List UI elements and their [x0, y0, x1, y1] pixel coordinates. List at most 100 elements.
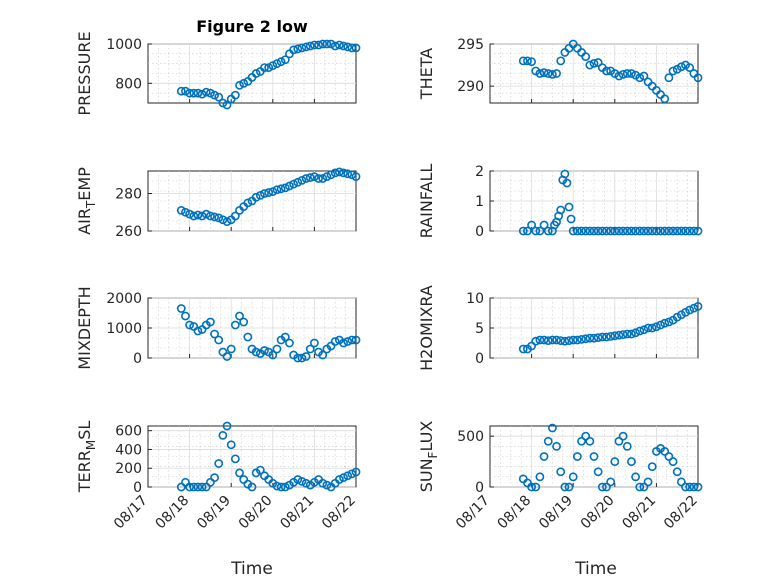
panel-6-data-point: [581, 334, 591, 344]
panel-4-data-point: [577, 226, 586, 236]
panel-3-data-point: [214, 213, 224, 223]
panel-1-data-point: [318, 39, 328, 49]
panel-4-data-point: [672, 226, 682, 236]
panel-8-data-point: [672, 467, 682, 477]
panel-1-data-point: [222, 100, 232, 110]
panel-8-data-point: [556, 467, 566, 477]
panel-4-data-point: [639, 226, 649, 236]
panel-8-data-point: [543, 436, 553, 446]
panel-2: 290 295 THETA: [417, 37, 703, 104]
panel-2-data-point: [639, 71, 649, 81]
panel-1-data-point: [293, 44, 303, 54]
panel-5-data-point: [339, 338, 348, 348]
panel-7-data-point: [322, 480, 332, 490]
panel-2-data-point: [518, 56, 528, 66]
panel-3-data-point: [289, 179, 298, 189]
panel-3-data-point: [189, 211, 199, 221]
panel-7-data-point: [214, 459, 224, 468]
panel-2-data-point: [585, 60, 595, 70]
panel-6-data-point: [647, 323, 657, 333]
panel-8-xtick-label: 08/18: [495, 493, 535, 533]
panel-6-data-point: [652, 322, 661, 332]
panel-5-data-point: [280, 332, 290, 342]
panel-6-data-point: [639, 325, 649, 335]
panel-8-data-point: [668, 457, 678, 466]
panel-7-data-point: [276, 482, 286, 492]
panel-3-data-point: [285, 181, 294, 191]
panel-7-minor-grid: [148, 426, 356, 488]
panel-6-data-point: [627, 329, 636, 339]
panel-5-data-point: [222, 352, 232, 361]
panel-6-data-point: [635, 326, 645, 336]
panel-6-data-point: [560, 336, 570, 346]
panel-7-data-point: [351, 467, 361, 477]
panel-8-data-point: [581, 431, 591, 441]
panel-5-data-point: [318, 350, 328, 360]
panel-8-data-point: [635, 482, 645, 492]
panel-7-data-point: [210, 473, 219, 483]
panel-1-data-point: [210, 90, 219, 100]
panel-6-data-point: [689, 303, 699, 313]
panel-2-data-point: [660, 94, 670, 104]
panel-5-data-point: [301, 352, 311, 361]
panel-7-data-point: [222, 421, 232, 431]
panel-1-data-point: [276, 57, 286, 67]
panel-5-data-point: [351, 335, 361, 345]
panel-7-ytick-label: 600: [115, 424, 142, 440]
panel-8-data-point: [631, 472, 640, 482]
panel-8-data-point: [597, 482, 607, 492]
panel-1-data-point: [197, 89, 207, 99]
panel-3-data-point: [326, 170, 336, 180]
panel-4: 0 1 2 RAINFALL: [417, 164, 703, 240]
panel-6: 0 5 10 H2OMIXRA: [417, 285, 703, 371]
panel-4-data-point: [693, 226, 703, 236]
panel-5-data-point: [185, 320, 194, 330]
panel-1-data-point: [218, 98, 228, 108]
panel-5-data-point: [214, 335, 224, 345]
panel-4-data-point: [566, 214, 576, 224]
panel-6-data-point: [656, 320, 665, 330]
panel-1-data-point: [330, 41, 340, 51]
panel-1-data-point: [343, 42, 353, 52]
panel-3-data-point: [243, 198, 253, 208]
panel-3-data-point: [218, 215, 228, 225]
panel-7-data-point: [193, 482, 203, 492]
panel-1-data-point: [314, 40, 323, 50]
panel-8-minor-grid: [490, 426, 698, 488]
panel-1-data-point: [326, 39, 336, 49]
panel-7-data-point: [272, 481, 282, 491]
panel-7-data-point: [334, 475, 344, 484]
panel-3-data-point: [255, 190, 265, 200]
panel-4-data-point: [535, 226, 545, 236]
panel-1-data-point: [205, 88, 215, 98]
panel-6-data-point: [593, 333, 603, 342]
panel-1-data-point: [280, 55, 290, 65]
panel-8: 0 500 SUNFLUX 08/17 08/18 08/19 08/20 08/21 08/2…: [417, 421, 703, 533]
panel-5-data-point: [309, 338, 319, 348]
panel-5-data-point: [251, 347, 261, 357]
panel-4-data-point: [527, 220, 536, 230]
panel-4-data-point: [664, 226, 674, 236]
panel-3-data-point: [301, 174, 311, 183]
panel-7-xtick-label: 08/18: [153, 493, 193, 533]
panel-5: 0 1000 2000 MIXDEPTH: [75, 286, 361, 370]
panel-3-data-point: [280, 183, 290, 193]
panel-1-ytick-label: 1000: [106, 37, 142, 53]
x-axis-label-right: Time: [574, 559, 617, 579]
panel-2-data-point: [556, 56, 566, 66]
panel-1-data-point: [339, 41, 348, 51]
panel-2-data-point: [627, 69, 636, 78]
panel-5-data-point: [176, 304, 186, 313]
panel-1-data-point: [251, 69, 261, 78]
panel-7-data-point: [280, 482, 290, 492]
panel-7-xtick-label: 08/21: [277, 493, 317, 533]
panel-6-data-point: [572, 335, 582, 345]
panel-6-data-point: [552, 335, 561, 345]
panel-4-data-point: [610, 226, 620, 236]
panel-1-data-point: [309, 40, 319, 50]
panel-8-data-point: [689, 482, 699, 492]
panel-3-data-point: [297, 175, 307, 185]
panel-8-series: [518, 423, 703, 492]
panel-8-data-point: [552, 441, 561, 451]
